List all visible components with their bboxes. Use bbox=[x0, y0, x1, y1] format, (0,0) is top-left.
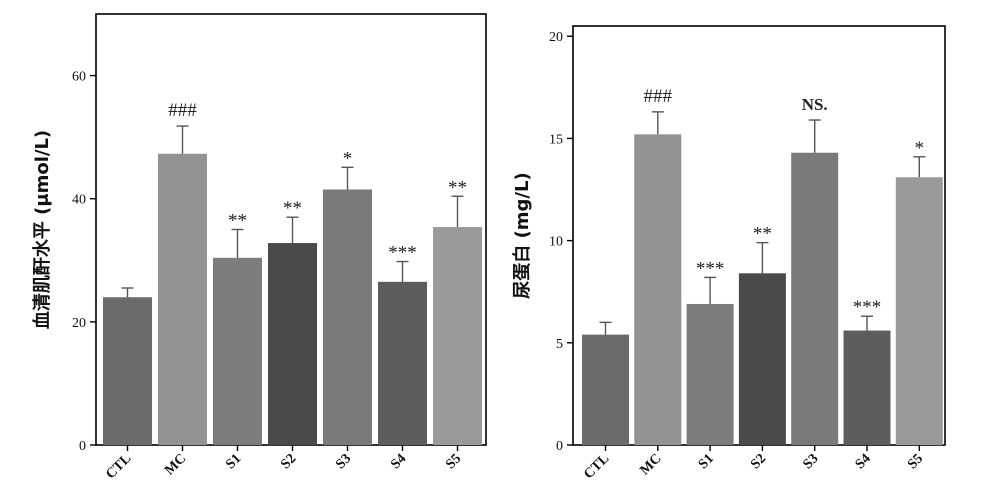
y-tick-label: 20 bbox=[549, 30, 563, 45]
bar-s5 bbox=[895, 177, 943, 445]
x-tick-label: S4 bbox=[853, 451, 874, 472]
y-axis-label: 尿蛋白 (mg/L) bbox=[511, 172, 533, 298]
significance-label: *** bbox=[696, 258, 725, 279]
y-tick-label: 5 bbox=[556, 337, 563, 352]
bar-s1 bbox=[686, 303, 734, 445]
significance-label: ### bbox=[168, 100, 197, 121]
x-tick-label: CTL bbox=[581, 451, 612, 482]
significance-label: NS. bbox=[802, 95, 828, 114]
x-tick-label: S3 bbox=[800, 451, 821, 472]
y-tick-label: 20 bbox=[72, 316, 86, 331]
y-tick-label: 60 bbox=[72, 70, 86, 85]
bar-s2 bbox=[738, 273, 786, 445]
x-tick-label: S5 bbox=[905, 451, 926, 472]
x-tick-label: S4 bbox=[388, 451, 409, 472]
significance-label: ** bbox=[753, 224, 772, 245]
significance-label: ** bbox=[228, 211, 247, 232]
bar-s2 bbox=[268, 243, 317, 445]
bar-s5 bbox=[433, 227, 482, 445]
significance-label: *** bbox=[853, 297, 882, 318]
x-tick-label: S3 bbox=[333, 451, 354, 472]
bar-ctl bbox=[582, 334, 629, 445]
x-tick-label: S1 bbox=[223, 451, 244, 472]
bar-s4 bbox=[843, 330, 891, 445]
bar-s4 bbox=[378, 281, 427, 445]
x-tick-label: MC bbox=[162, 451, 189, 478]
significance-label: * bbox=[343, 148, 353, 169]
bar-ctl bbox=[103, 297, 152, 445]
bar-s3 bbox=[791, 152, 839, 445]
significance-label: ** bbox=[448, 177, 467, 198]
y-tick-label: 15 bbox=[549, 132, 563, 147]
bar-mc bbox=[158, 153, 207, 445]
urine-protein-chart: 0 5 10 15 20 尿蛋白 (mg/L) CTL ### MC *** S1 ** S2 NS. S3… bbox=[511, 25, 946, 482]
y-axis-label: 血清肌酐水平 (μmol/L) bbox=[31, 130, 53, 329]
y-tick-label: 10 bbox=[549, 235, 563, 250]
x-tick-label: S5 bbox=[443, 451, 464, 472]
creatinine-chart: 0 20 40 60 血清肌酐水平 (μmol/L) CTL ### MC ** S1 ** S2 * S… bbox=[31, 13, 487, 482]
x-tick-label: CTL bbox=[103, 451, 134, 482]
y-tick-label: 40 bbox=[72, 193, 86, 208]
bar-s1 bbox=[213, 257, 262, 445]
y-tick-label: 0 bbox=[79, 439, 86, 454]
x-tick-label: S2 bbox=[748, 451, 769, 472]
significance-label: ### bbox=[644, 86, 673, 107]
significance-label: * bbox=[915, 138, 925, 159]
bar-s3 bbox=[323, 189, 372, 445]
bar-mc bbox=[634, 134, 682, 445]
y-tick-label: 0 bbox=[556, 439, 563, 454]
significance-label: *** bbox=[388, 243, 417, 264]
x-tick-label: MC bbox=[638, 451, 665, 478]
x-tick-label: S1 bbox=[696, 451, 717, 472]
significance-label: ** bbox=[283, 198, 302, 219]
x-tick-label: S2 bbox=[278, 451, 299, 472]
